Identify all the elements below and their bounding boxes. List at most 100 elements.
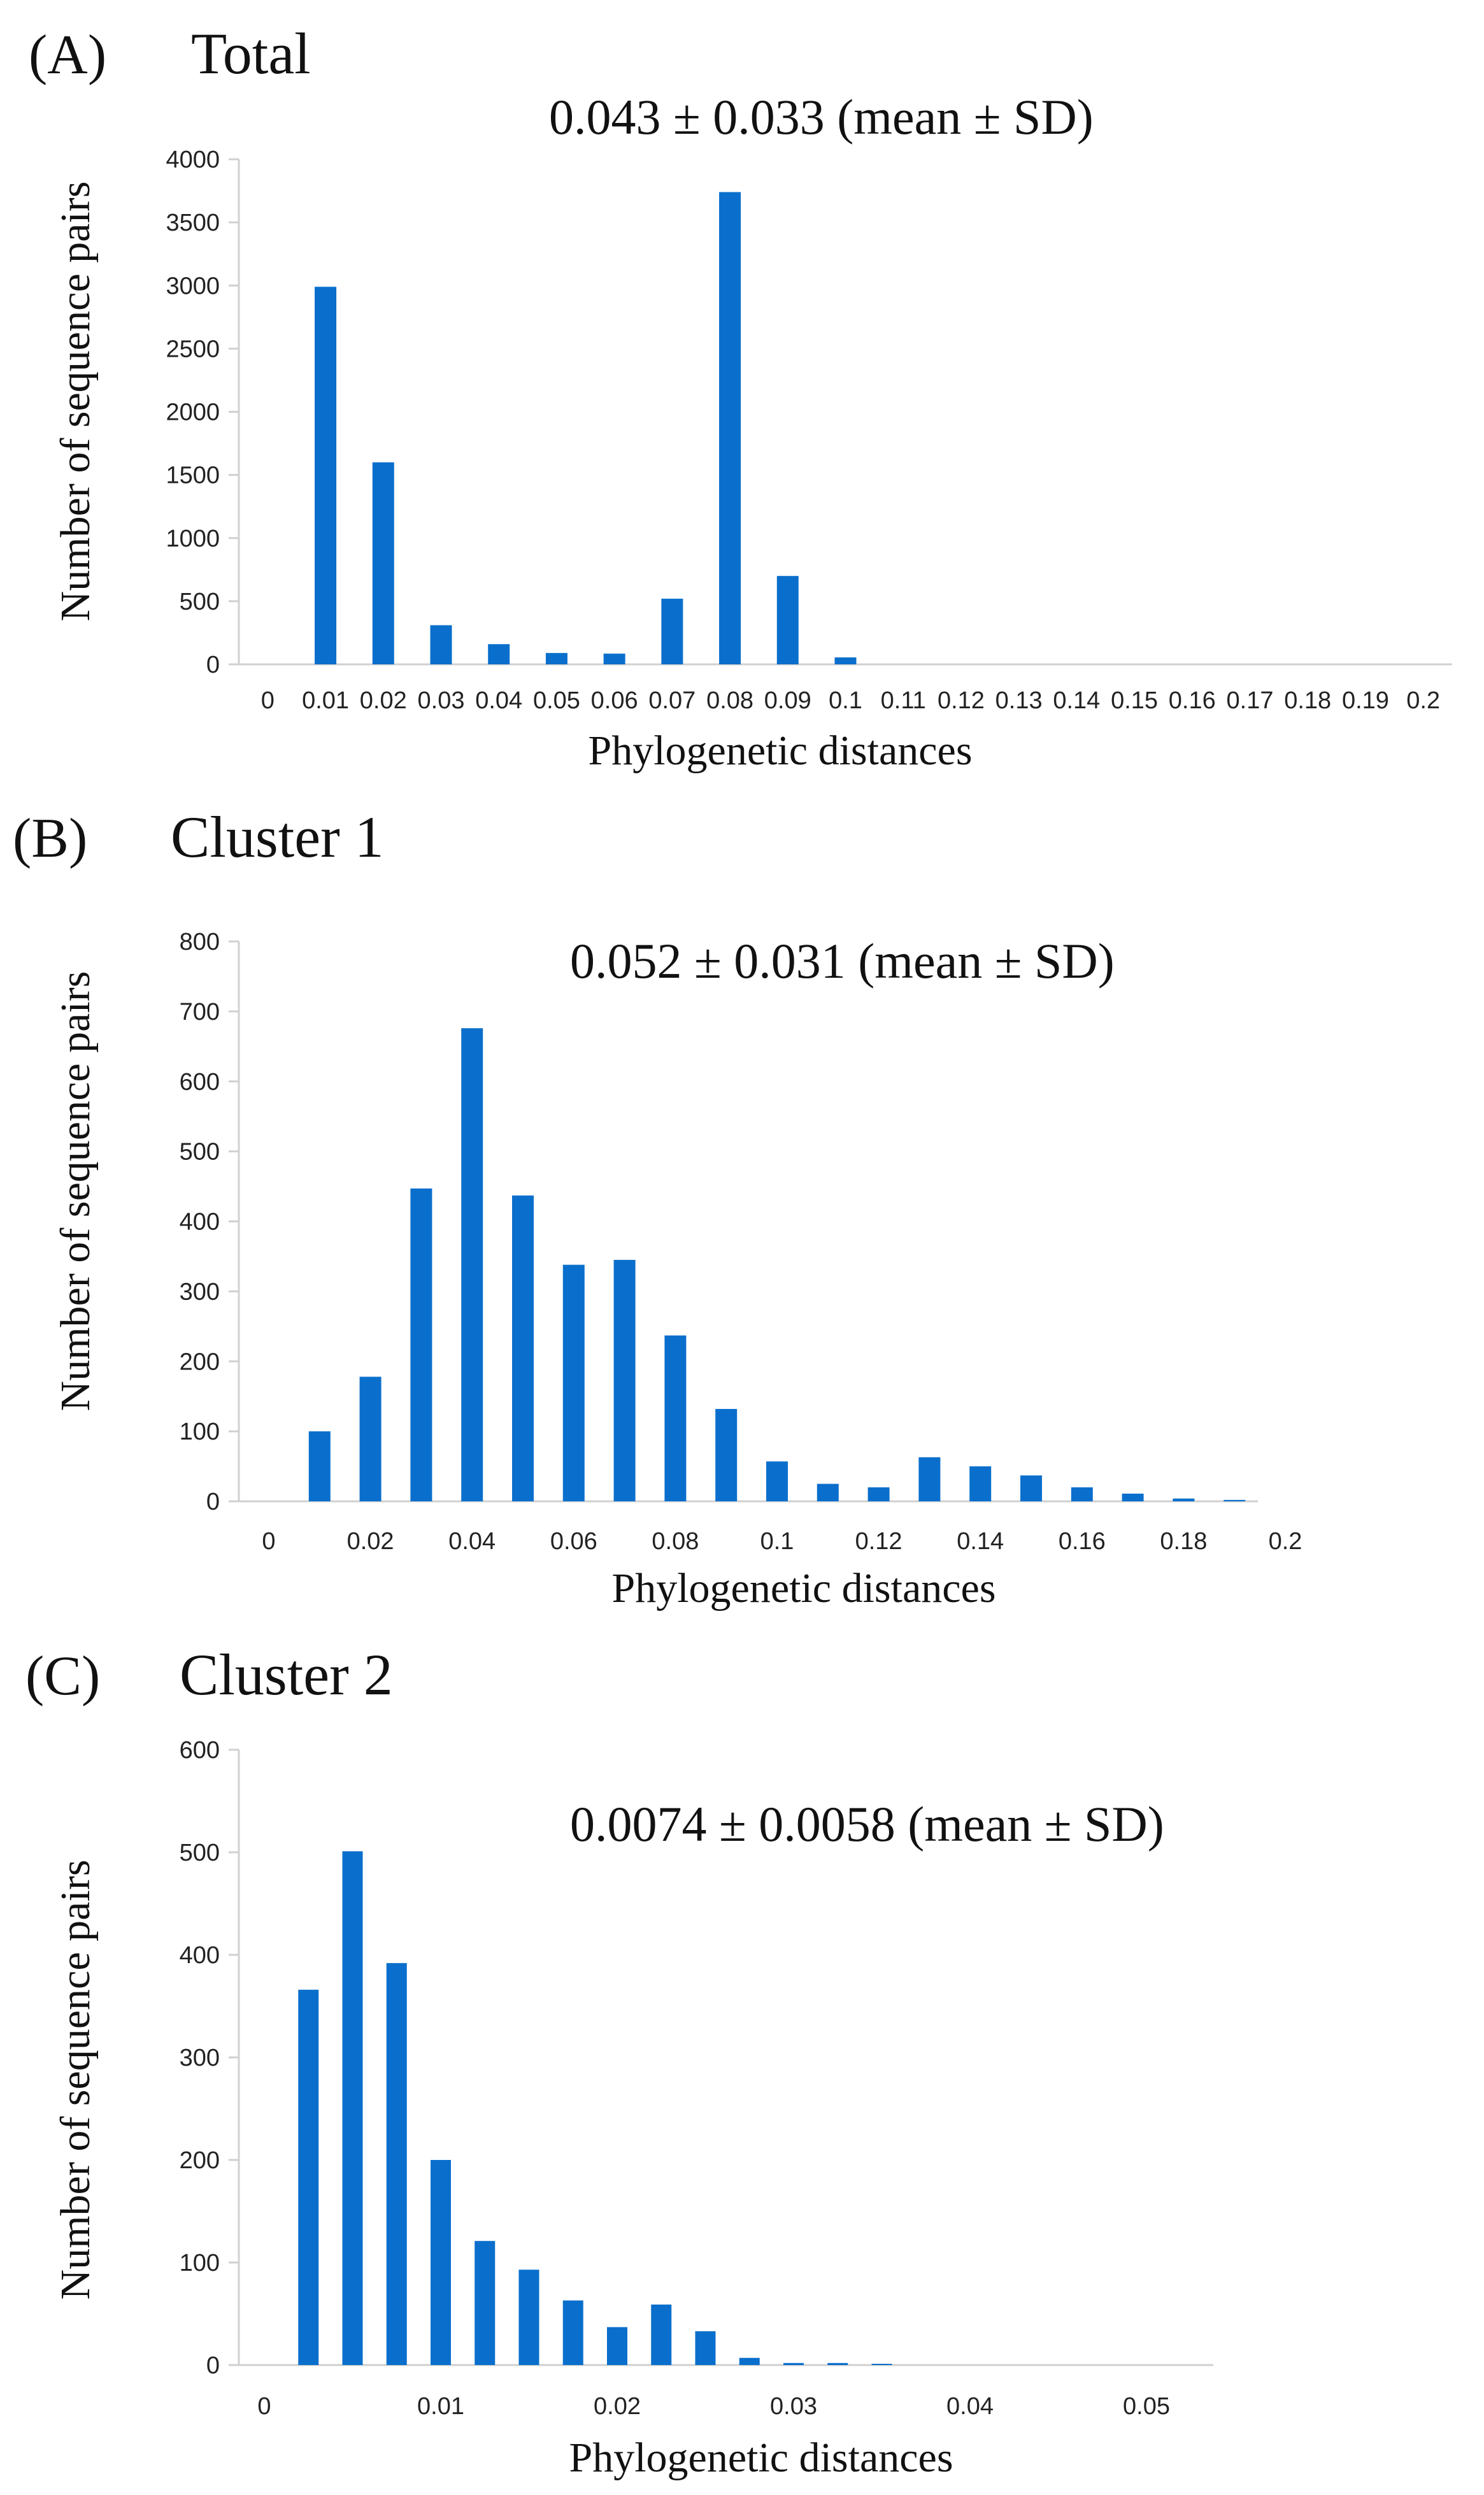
panel-b-bar bbox=[766, 1461, 788, 1501]
panel-a-x-tick-label: 0.08 bbox=[706, 687, 753, 714]
panel-a-x-tick-label: 0.13 bbox=[995, 687, 1043, 714]
panel-a-bar bbox=[545, 653, 567, 664]
panel-b-bar bbox=[1122, 1493, 1144, 1501]
panel-a-y-axis-label: Number of sequence pairs bbox=[52, 182, 99, 622]
panel-b-x-tick-label: 0.12 bbox=[855, 1528, 903, 1555]
panel-b-y-axis-label: Number of sequence pairs bbox=[52, 971, 99, 1412]
panel-a-bar bbox=[315, 287, 337, 664]
panel-b-y-tick-label: 100 bbox=[180, 1419, 220, 1445]
panel-c-title: Cluster 2 bbox=[180, 1642, 393, 1707]
panel-c-x-tick-label: 0.02 bbox=[594, 2393, 641, 2420]
panel-c-bar bbox=[871, 2364, 892, 2365]
panel-a-y-tick-label: 3000 bbox=[166, 273, 220, 299]
panel-a-title: Total bbox=[191, 21, 311, 86]
panel-b-x-tick-label: 0.16 bbox=[1059, 1528, 1106, 1555]
panel-a-x-tick-label: 0.17 bbox=[1227, 687, 1274, 714]
panel-b-y-tick-label: 500 bbox=[180, 1139, 220, 1166]
panel-b-y-tick-label: 0 bbox=[206, 1489, 220, 1515]
panel-a-x-tick-label: 0.05 bbox=[533, 687, 580, 714]
panel-b-x-tick-label: 0 bbox=[262, 1528, 275, 1555]
panel-a-plot: 0 500 1000 1500 2000 2500 3000 3500 4000 0 0.01 0.0… bbox=[166, 147, 1452, 714]
panel-b-x-tick-label: 0.02 bbox=[347, 1528, 394, 1555]
panel-c-y-tick-label: 0 bbox=[206, 2352, 220, 2379]
panel-a: (A) Total 0.043 ± 0.033 (mean ± SD) Numb… bbox=[29, 21, 1452, 774]
panel-c-bar bbox=[342, 1851, 363, 2365]
panel-b-x-axis-label: Phylogenetic distances bbox=[611, 1565, 995, 1612]
panel-c-bar bbox=[827, 2363, 848, 2365]
panel-c-y-tick-label: 100 bbox=[180, 2250, 220, 2277]
panel-a-y-tick-label: 2000 bbox=[166, 399, 220, 426]
panel-a-x-tick-label: 0.04 bbox=[475, 687, 522, 714]
panel-a-x-tick-label: 0.19 bbox=[1342, 687, 1389, 714]
panel-c-letter: (C) bbox=[25, 1645, 100, 1707]
panel-b-x-tick-label: 0.04 bbox=[448, 1528, 496, 1555]
panel-b-bar bbox=[1071, 1487, 1093, 1501]
panel-a-y-tick-label: 500 bbox=[180, 589, 220, 615]
panel-b-bar bbox=[410, 1188, 432, 1501]
panel-c-bar bbox=[607, 2327, 627, 2365]
panel-b-bar bbox=[461, 1028, 483, 1501]
panel-b: (B) Cluster 1 0.052 ± 0.031 (mean ± SD) … bbox=[13, 804, 1302, 1612]
panel-c-bar bbox=[386, 1962, 407, 2365]
panel-c-y-tick-label: 300 bbox=[180, 2045, 220, 2071]
panel-b-bar bbox=[664, 1335, 687, 1501]
panel-c-y-tick-label: 500 bbox=[180, 1840, 220, 1866]
panel-a-bar bbox=[430, 625, 452, 664]
panel-a-x-tick-label: 0.02 bbox=[360, 687, 407, 714]
panel-b-letter: (B) bbox=[13, 808, 87, 869]
panel-c-y-axis-label: Number of sequence pairs bbox=[52, 1860, 99, 2300]
panel-a-bar bbox=[719, 192, 741, 664]
panel-c-y-tick-label: 200 bbox=[180, 2147, 220, 2174]
panel-a-bar bbox=[372, 462, 394, 664]
panel-c-bar bbox=[651, 2305, 672, 2365]
panel-b-stats: 0.052 ± 0.031 (mean ± SD) bbox=[570, 933, 1115, 989]
panel-a-y-tick-label: 1500 bbox=[166, 462, 220, 489]
panel-b-bar bbox=[1020, 1475, 1042, 1501]
panel-b-bar bbox=[308, 1431, 331, 1501]
panel-b-x-tick-label: 0.08 bbox=[652, 1528, 699, 1555]
panel-a-x-tick-label: 0.16 bbox=[1169, 687, 1216, 714]
panel-a-x-tick-label: 0.01 bbox=[302, 687, 349, 714]
panel-b-bar bbox=[817, 1483, 839, 1501]
panel-a-y-tick-label: 3500 bbox=[166, 210, 220, 236]
panel-c-x-tick-label: 0.04 bbox=[946, 2393, 994, 2420]
panel-a-x-tick-label: 0.07 bbox=[648, 687, 696, 714]
panel-a-x-tick-label: 0 bbox=[261, 687, 275, 714]
panel-b-bar bbox=[512, 1195, 534, 1501]
panel-b-x-tick-label: 0.14 bbox=[957, 1528, 1004, 1555]
panel-b-y-tick-label: 600 bbox=[180, 1069, 220, 1096]
panel-a-bar bbox=[776, 576, 799, 664]
panel-c-bar bbox=[739, 2357, 760, 2365]
panel-c-bar bbox=[562, 2300, 583, 2365]
panel-a-x-tick-label: 0.11 bbox=[881, 687, 926, 714]
panel-b-y-tick-label: 200 bbox=[180, 1348, 220, 1375]
panel-a-y-tick-label: 1000 bbox=[166, 525, 220, 552]
panel-c-x-tick-label: 0.03 bbox=[770, 2393, 817, 2420]
panel-a-y-tick-label: 0 bbox=[206, 652, 220, 678]
panel-c-bar bbox=[783, 2363, 804, 2365]
panel-c-bar bbox=[518, 2270, 539, 2365]
panel-a-x-tick-label: 0.1 bbox=[829, 687, 862, 714]
panel-b-y-tick-label: 400 bbox=[180, 1209, 220, 1236]
panel-a-y-tick-label: 2500 bbox=[166, 336, 220, 362]
panel-a-stats: 0.043 ± 0.033 (mean ± SD) bbox=[549, 89, 1094, 145]
panel-a-x-tick-label: 0.06 bbox=[591, 687, 638, 714]
panel-b-y-tick-label: 800 bbox=[180, 929, 220, 955]
panel-b-y-tick-label: 300 bbox=[180, 1278, 220, 1305]
panel-b-bar bbox=[613, 1259, 636, 1501]
panel-b-title: Cluster 1 bbox=[171, 804, 384, 869]
panel-c-plot: 0 100 200 300 400 500 600 0 0.01 0.02 0.03 0.04 0.05 bbox=[180, 1737, 1213, 2420]
panel-b-x-tick-label: 0.1 bbox=[760, 1528, 794, 1555]
panel-b-bar bbox=[1173, 1498, 1195, 1501]
panel-c-bar bbox=[695, 2331, 716, 2365]
panel-a-y-tick-label: 4000 bbox=[166, 147, 220, 173]
panel-c-x-tick-label: 0.01 bbox=[417, 2393, 464, 2420]
panel-b-x-tick-label: 0.18 bbox=[1160, 1528, 1207, 1555]
panel-a-x-tick-label: 0.03 bbox=[418, 687, 465, 714]
panel-a-x-axis-label: Phylogenetic distances bbox=[588, 727, 972, 774]
panel-b-bar bbox=[867, 1487, 890, 1501]
panel-a-bar bbox=[661, 598, 683, 664]
panel-a-x-tick-label: 0.09 bbox=[764, 687, 811, 714]
panel-c: (C) Cluster 2 0.0074 ± 0.0058 (mean ± SD… bbox=[25, 1642, 1213, 2481]
